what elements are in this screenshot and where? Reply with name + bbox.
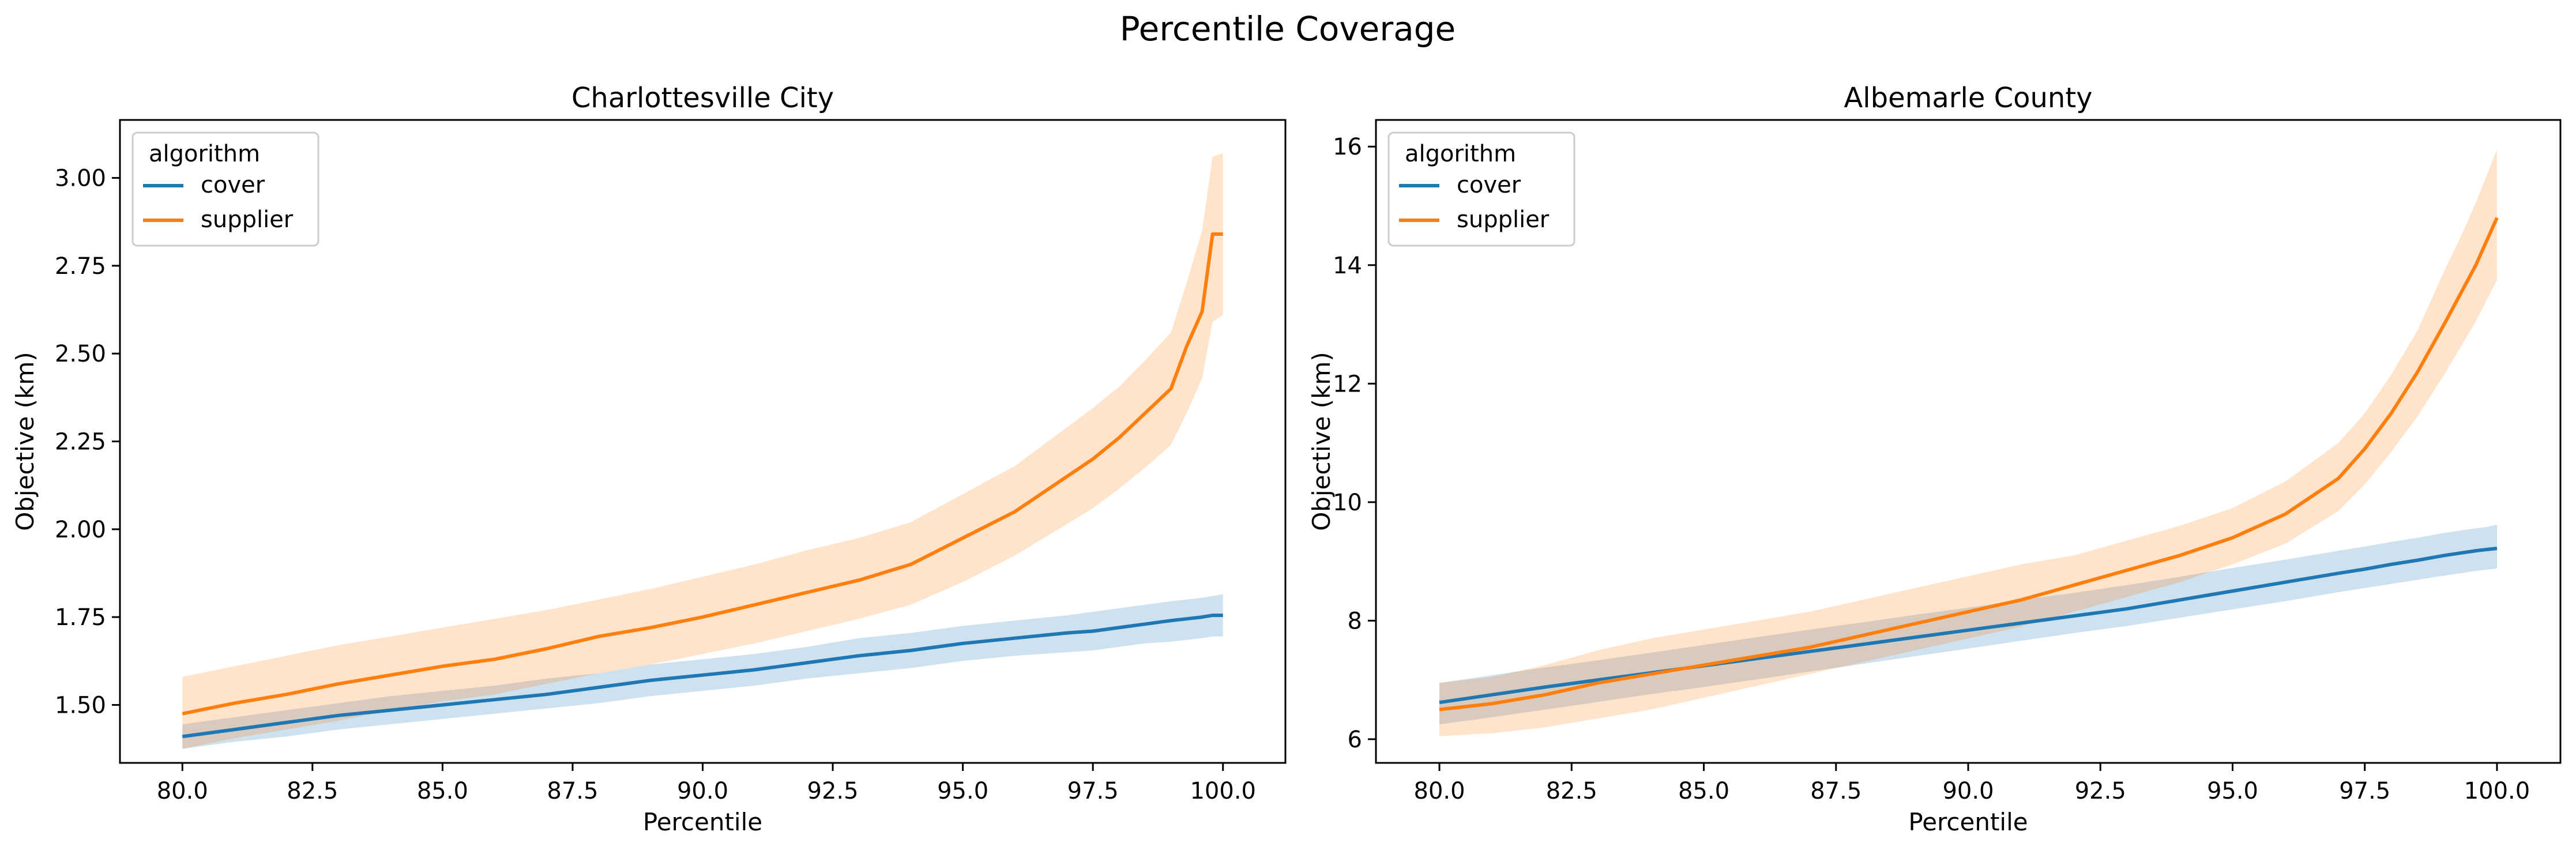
- suptitle: Percentile Coverage: [1120, 9, 1456, 48]
- legend: algorithm cover supplier: [1387, 131, 1575, 247]
- x-tick-label: 100.0: [1190, 778, 1256, 804]
- x-tick-label: 95.0: [2207, 778, 2258, 804]
- y-axis-label: Objective (km): [11, 352, 39, 531]
- chart-title: Albemarle County: [1844, 82, 2092, 114]
- confidence-band-cover: [1439, 524, 2497, 725]
- y-tick-label: 1.50: [55, 692, 106, 718]
- y-tick-label: 1.75: [55, 604, 106, 631]
- x-tick-label: 92.5: [807, 778, 859, 804]
- legend-title: algorithm: [149, 141, 260, 167]
- x-tick-label: 80.0: [157, 778, 208, 804]
- confidence-band-cover: [182, 594, 1223, 749]
- chart-title: Charlottesville City: [571, 82, 834, 114]
- y-tick-label: 16: [1333, 134, 1362, 160]
- x-tick-label: 85.0: [1678, 778, 1729, 804]
- confidence-band-supplier: [1439, 149, 2497, 736]
- x-tick-label: 82.5: [287, 778, 338, 804]
- y-tick-label: 8: [1348, 608, 1362, 634]
- legend-box: [131, 131, 319, 247]
- y-tick-label: 3.00: [55, 165, 106, 192]
- x-tick-label: 97.5: [1067, 778, 1119, 804]
- chart-panel-1: Charlottesville City 80.0 82.5 85.0 87.5 90.0…: [11, 82, 1287, 836]
- legend-label-supplier: supplier: [1457, 206, 1550, 233]
- x-axis-label: Percentile: [1908, 808, 2028, 836]
- y-tick-label: 14: [1333, 253, 1362, 279]
- x-tick-label: 95.0: [937, 778, 988, 804]
- x-tick-label: 85.0: [417, 778, 468, 804]
- y-tick-label: 2.50: [55, 341, 106, 367]
- x-tick-label: 87.5: [547, 778, 598, 804]
- series-line-supplier: [1439, 217, 2499, 712]
- series-line-cover: [182, 614, 1223, 739]
- x-tick-label: 92.5: [2075, 778, 2126, 804]
- x-tick-label: 87.5: [1810, 778, 1862, 804]
- legend: algorithm cover supplier: [131, 131, 319, 247]
- x-tick-label: 90.0: [677, 778, 728, 804]
- series-line-supplier: [182, 232, 1223, 716]
- x-tick-label: 97.5: [2339, 778, 2390, 804]
- legend-label-cover: cover: [1457, 172, 1521, 198]
- confidence-band-supplier: [182, 153, 1223, 749]
- chart-panel-2: Albemarle County 80.0 82.5 85.0 87.5 90.0 92.5…: [1307, 82, 2562, 836]
- x-tick-label: 80.0: [1414, 778, 1465, 804]
- x-tick-label: 82.5: [1546, 778, 1597, 804]
- legend-box: [1387, 131, 1575, 247]
- y-tick-label: 10: [1333, 490, 1362, 516]
- legend-label-cover: cover: [201, 172, 265, 198]
- x-tick-label: 90.0: [1942, 778, 1994, 804]
- y-axis-label: Objective (km): [1307, 352, 1336, 531]
- y-tick-label: 6: [1348, 727, 1362, 753]
- x-axis-label: Percentile: [643, 808, 762, 836]
- y-tick-label: 2.75: [55, 253, 106, 280]
- x-tick-label: 100.0: [2464, 778, 2530, 804]
- legend-label-supplier: supplier: [201, 206, 294, 233]
- y-tick-label: 12: [1333, 371, 1362, 397]
- y-tick-label: 2.25: [55, 429, 106, 456]
- y-tick-label: 2.00: [55, 517, 106, 543]
- legend-title: algorithm: [1405, 141, 1516, 167]
